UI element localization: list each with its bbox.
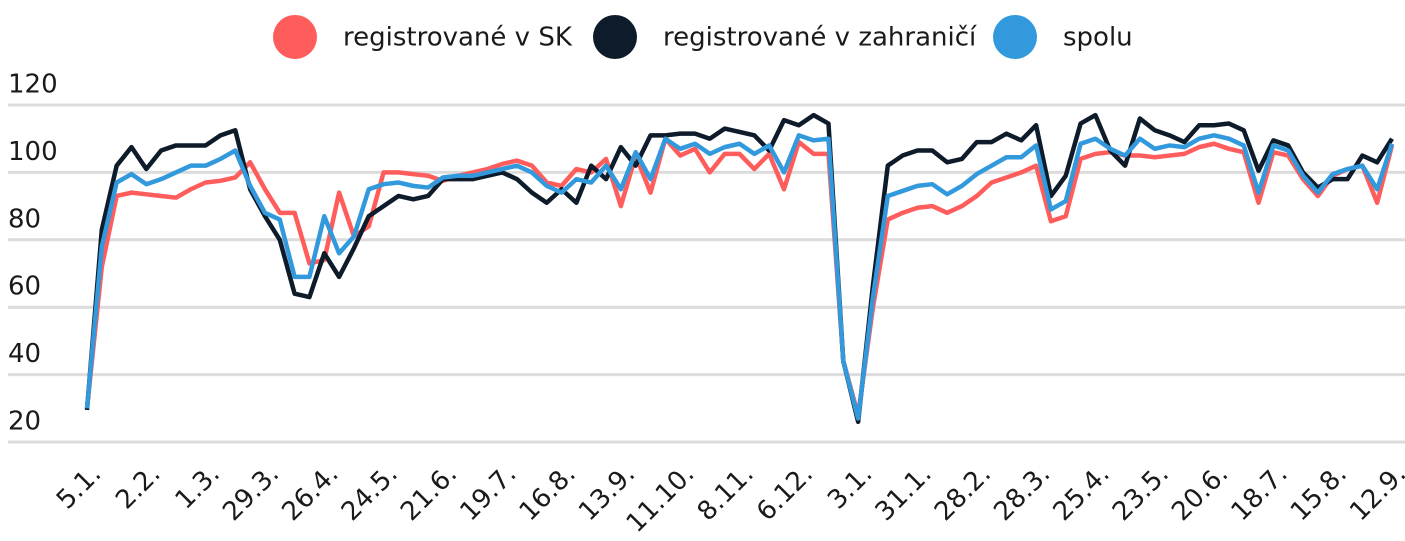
y-tick-label: 40 [8,339,41,369]
y-tick-label: 20 [8,407,41,437]
x-tick-label: 18.7. [1226,459,1294,527]
x-tick-label: 25.4. [1048,459,1116,527]
x-tick-label: 15.8. [1285,459,1353,527]
legend-label: spolu [1063,23,1133,53]
legend-marker [273,15,317,59]
series-line [84,112,1394,425]
x-tick-label: 23.5. [1107,459,1175,527]
x-tick-label: 12.9. [1344,459,1405,527]
x-tick-label: 28.2. [929,459,997,527]
x-tick-label: 11.10. [621,459,701,537]
x-tick-label: 8.11. [692,459,760,527]
y-tick-label: 120 [8,70,58,100]
x-tick-label: 6.12. [751,459,819,527]
legend-marker [993,15,1037,59]
x-tick-label: 29.3. [217,459,285,527]
y-tick-label: 60 [8,272,41,302]
x-tick-label: 31.1. [870,459,938,527]
x-tick-label: 24.5. [336,459,404,527]
series-line [84,136,1395,418]
series-line [84,133,1395,421]
x-tick-label: 20.6. [1166,459,1234,527]
x-tick-label: 2.2. [110,459,166,515]
x-tick-label: 26.4. [277,459,345,527]
y-tick-label: 80 [8,204,41,234]
legend-marker [593,15,637,59]
y-tick-label: 100 [8,137,58,167]
x-tick-label: 28.3. [988,459,1056,527]
x-tick-label: 21.6. [395,459,463,527]
x-tick-label: 16.8. [514,459,582,527]
legend-label: registrované v SK [343,23,573,53]
x-tick-label: 5.1. [51,459,107,515]
x-tick-label: 19.7. [454,459,522,527]
legend-label: registrované v zahraničí [663,23,977,53]
